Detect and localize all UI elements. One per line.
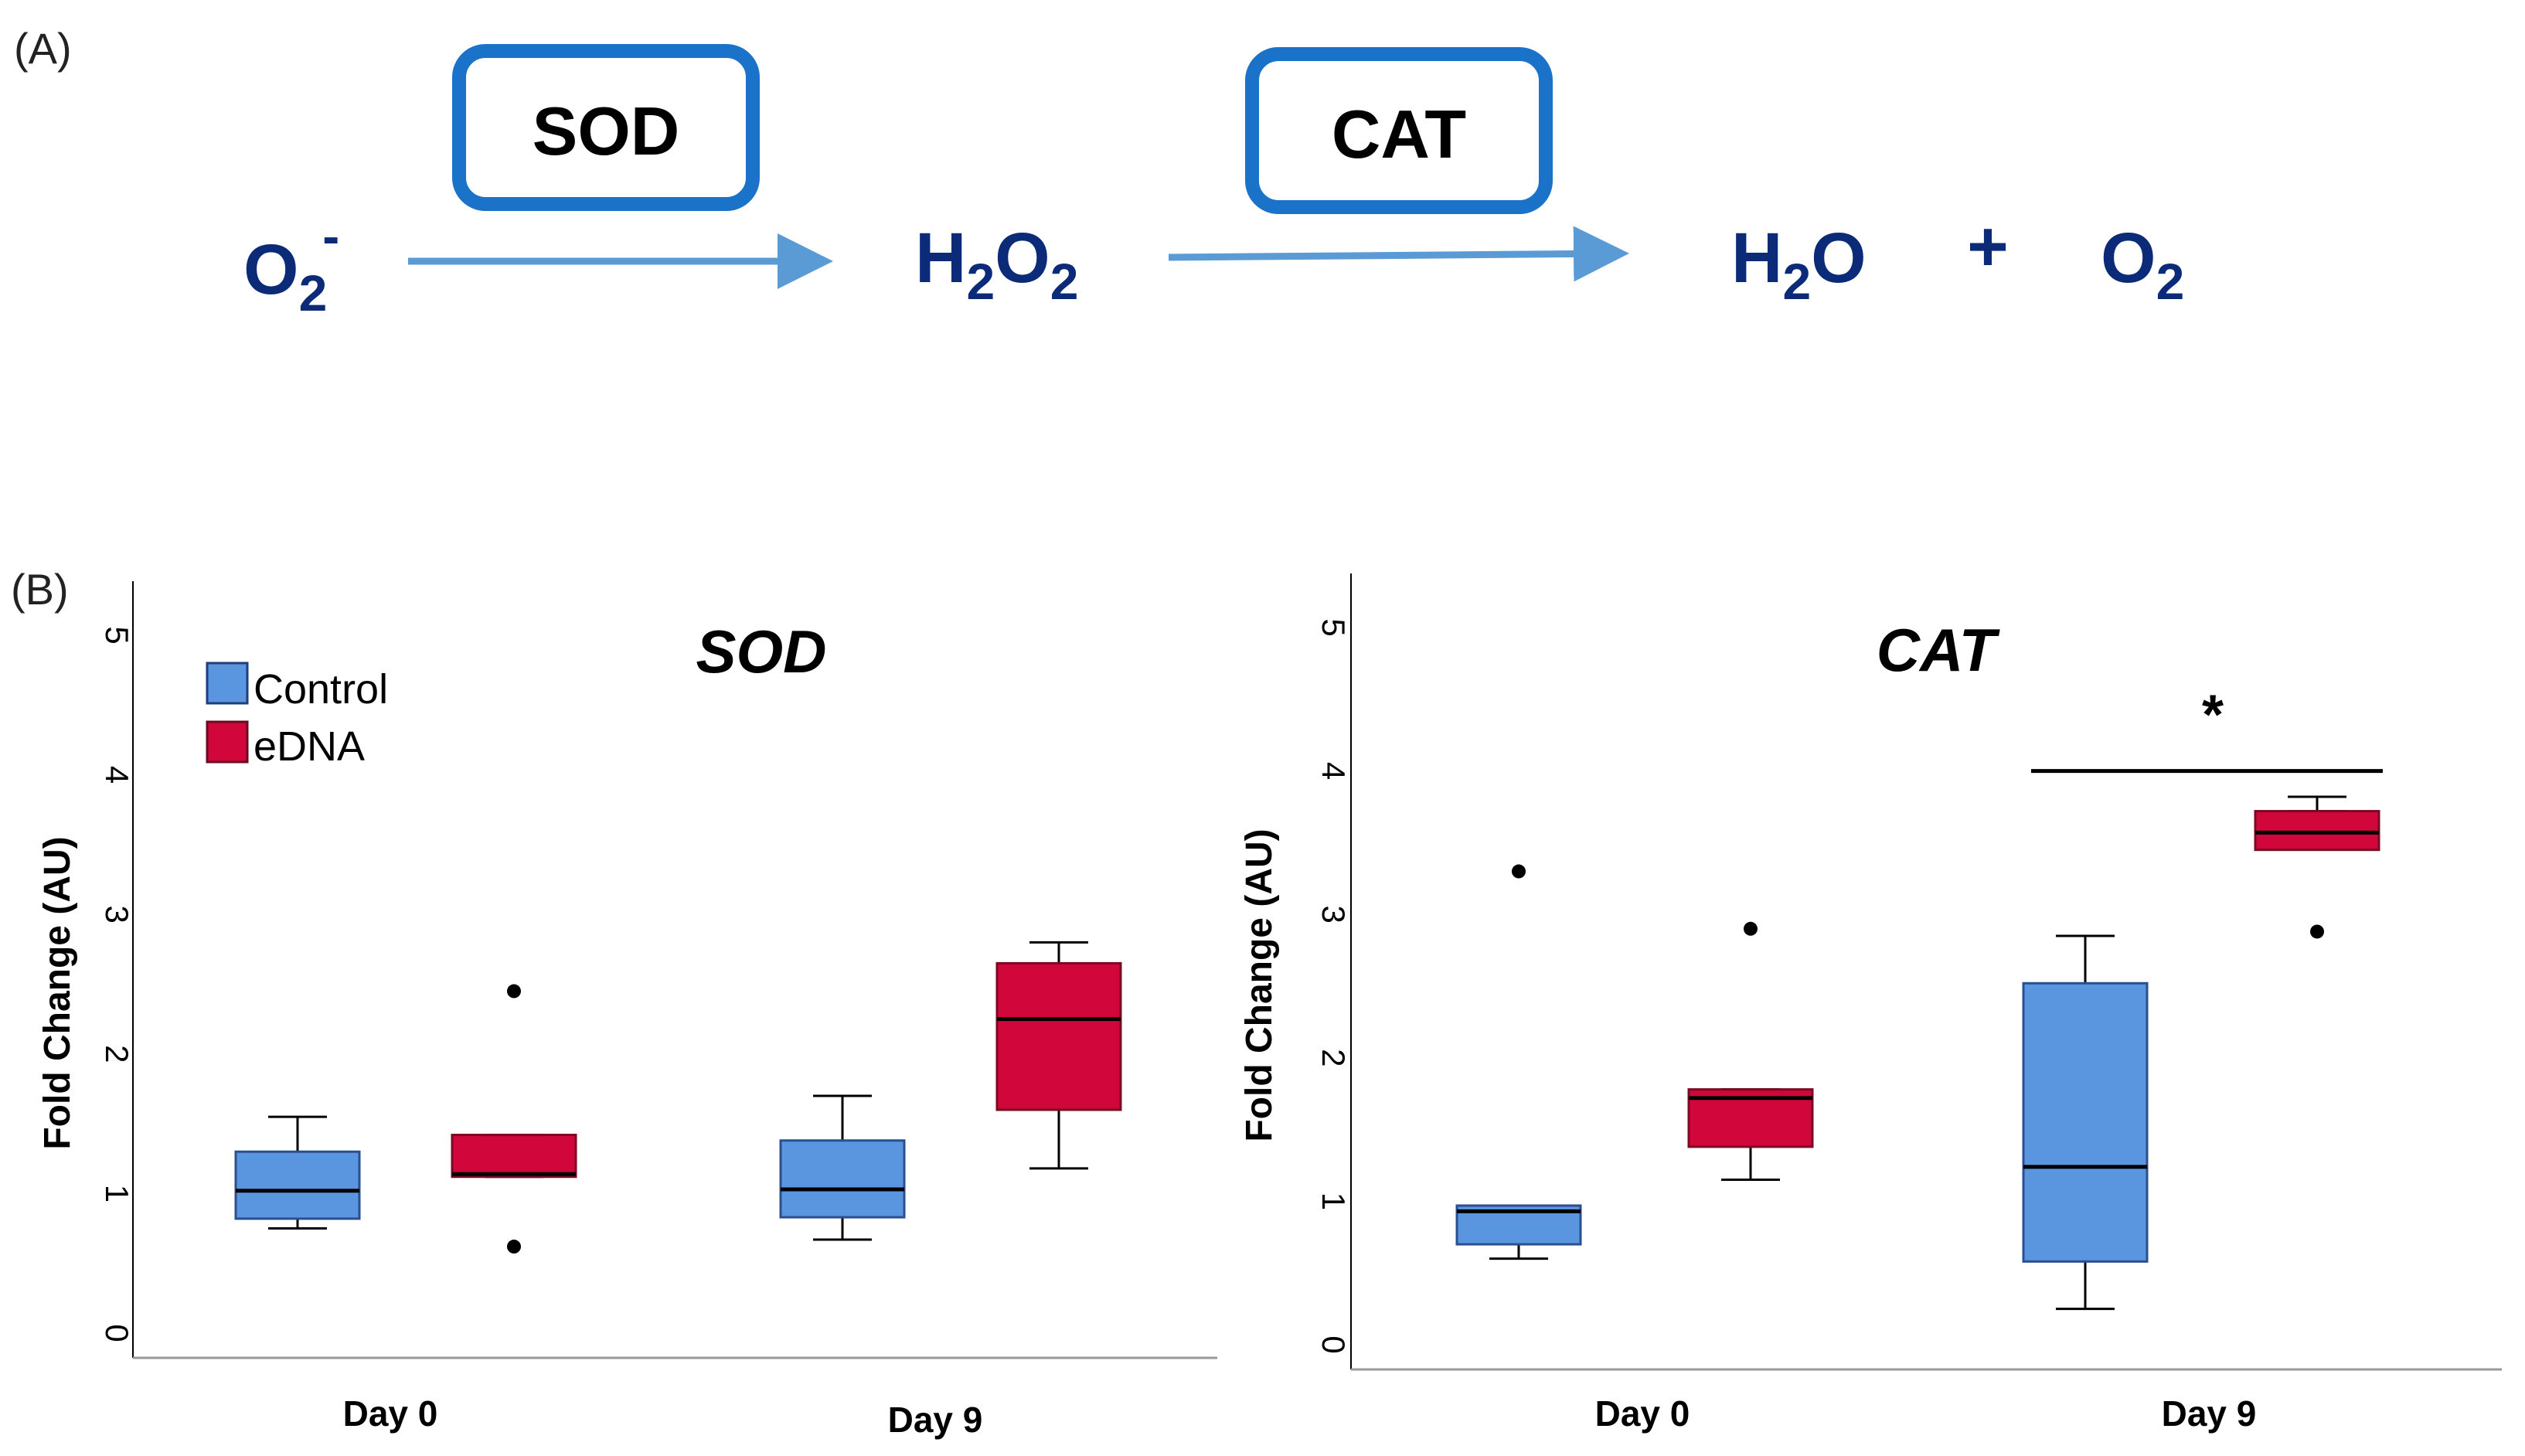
outlier-point-0 xyxy=(507,984,521,998)
sod-y-tick-3: 3 xyxy=(99,906,135,924)
iqr-box xyxy=(451,1134,577,1179)
sod-chart-title: SOD xyxy=(696,617,826,685)
cat-x-category-0: Day 0 xyxy=(1595,1393,1690,1434)
sod-x-category-1: Day 9 xyxy=(888,1400,983,1440)
cat-box-control-0 xyxy=(1455,864,1582,1260)
iqr-box xyxy=(995,961,1122,1111)
cat-significance-star: * xyxy=(2202,685,2224,747)
sod-y-tick-2: 2 xyxy=(99,1045,135,1063)
iqr-box xyxy=(1687,1088,1814,1148)
plus-sign: + xyxy=(1967,207,2009,286)
cat-y-tick-1: 1 xyxy=(1315,1192,1352,1210)
sod-box-edna-0 xyxy=(451,984,577,1254)
outlier-point-0 xyxy=(1744,921,1758,936)
reaction-arrow-2 xyxy=(1168,226,1629,282)
hydrogen-peroxide-formula: H2O2 xyxy=(915,219,1078,310)
legend-label-edna: eDNA xyxy=(254,723,365,770)
sod-enzyme-label: SOD xyxy=(533,93,680,169)
iqr-box xyxy=(779,1139,906,1219)
sod-y-tick-1: 1 xyxy=(99,1185,135,1203)
sod-x-category-0: Day 0 xyxy=(343,1393,438,1434)
iqr-box xyxy=(1455,1204,1582,1246)
sod-y-axis-label: Fold Change (AU) xyxy=(37,836,78,1149)
cat-y-tick-5: 5 xyxy=(1315,618,1352,636)
cat-enzyme-box xyxy=(1245,47,1553,214)
oxygen-formula: O2 xyxy=(2101,219,2184,310)
cat-box-control-1 xyxy=(2022,934,2149,1311)
sod-box-edna-1 xyxy=(995,941,1122,1170)
iqr-box xyxy=(2254,810,2380,852)
superoxide-formula: O2- xyxy=(243,207,339,321)
panel-b-label: (B) xyxy=(11,565,69,614)
sod-box-control-0 xyxy=(234,1115,361,1230)
outlier-point-1 xyxy=(507,1240,521,1254)
sod-y-tick-5: 5 xyxy=(99,626,135,644)
sod-y-tick-4: 4 xyxy=(99,766,135,784)
cat-y-tick-4: 4 xyxy=(1315,762,1352,780)
sod-y-tick-0: 0 xyxy=(99,1324,135,1342)
cat-y-tick-0: 0 xyxy=(1315,1335,1352,1353)
sod-box-control-1 xyxy=(779,1094,906,1241)
cat-chart-title: CAT xyxy=(1877,616,2001,684)
legend-label-control: Control xyxy=(254,666,388,713)
legend-swatch-control xyxy=(206,662,249,705)
sod-enzyme-box xyxy=(452,44,760,211)
iqr-box xyxy=(2022,981,2149,1263)
outlier-point-0 xyxy=(2310,924,2324,939)
cat-y-tick-3: 3 xyxy=(1315,906,1352,924)
legend-swatch-edna xyxy=(206,720,249,764)
iqr-box xyxy=(234,1150,361,1220)
cat-box-edna-0 xyxy=(1687,921,1814,1182)
cat-y-tick-2: 2 xyxy=(1315,1049,1352,1066)
sod-legend: Control eDNA xyxy=(206,662,388,770)
reaction-scheme: SOD CAT O2- H2O2 H2O + O2 xyxy=(243,44,2184,321)
cat-box-edna-1 xyxy=(2254,795,2380,939)
panel-a-label: (A) xyxy=(14,24,72,73)
cat-y-axis-label: Fold Change (AU) xyxy=(1239,828,1280,1141)
cat-enzyme-label: CAT xyxy=(1332,96,1466,172)
cat-x-category-1: Day 9 xyxy=(2162,1393,2257,1434)
outlier-point-0 xyxy=(1512,864,1526,879)
water-formula: H2O xyxy=(1731,219,1867,310)
